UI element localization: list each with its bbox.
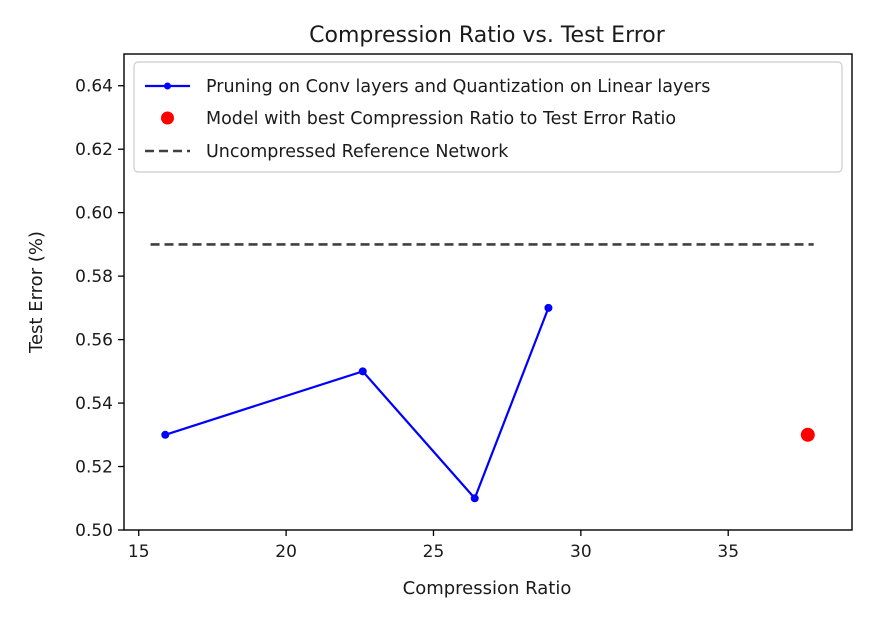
y-axis-label: Test Error (%) (26, 231, 47, 354)
x-tick-label: 25 (423, 542, 445, 562)
legend-frame (133, 61, 843, 173)
series-layer (150, 243, 815, 503)
y-tick-label: 0.62 (75, 140, 113, 160)
y-tick-label: 0.56 (75, 331, 113, 351)
x-tick-label: 20 (275, 542, 297, 562)
y-tick-label: 0.54 (75, 394, 113, 414)
plot-area-frame (123, 53, 853, 531)
best-model-point (800, 427, 815, 442)
legend-label-best-model: Model with best Compression Ratio to Tes… (206, 109, 676, 129)
legend: Pruning on Conv layers and Quantization … (133, 61, 843, 173)
chart-title: Compression Ratio vs. Test Error (309, 23, 666, 48)
x-tick-label: 30 (570, 542, 592, 562)
y-tick-label: 0.52 (75, 458, 113, 478)
pruning-data-point (544, 303, 553, 312)
x-tick-label: 35 (717, 542, 739, 562)
y-axis-ticks: 0.50 0.52 0.54 0.56 0.58 0.60 0.62 0.64 (75, 77, 124, 541)
pruning-data-point (161, 430, 170, 439)
y-tick-label: 0.58 (75, 267, 113, 287)
legend-entry-pruning: Pruning on Conv layers and Quantization … (145, 77, 710, 97)
pruning-series-line (164, 307, 550, 501)
x-axis-label: Compression Ratio (403, 578, 572, 599)
legend-marker-icon (164, 82, 171, 90)
pruning-data-point (470, 494, 479, 503)
legend-red-dot-icon (161, 111, 174, 125)
legend-label-pruning: Pruning on Conv layers and Quantization … (206, 77, 710, 97)
legend-label-reference: Uncompressed Reference Network (206, 142, 509, 162)
x-axis-ticks: 15 20 25 30 35 (128, 530, 739, 562)
pruning-data-point (358, 367, 367, 376)
y-tick-label: 0.60 (75, 204, 113, 224)
legend-entry-best-model: Model with best Compression Ratio to Tes… (161, 109, 676, 129)
legend-entry-reference: Uncompressed Reference Network (145, 142, 509, 162)
y-tick-label: 0.50 (75, 521, 113, 541)
x-tick-label: 15 (128, 542, 150, 562)
y-tick-label: 0.64 (75, 77, 113, 97)
